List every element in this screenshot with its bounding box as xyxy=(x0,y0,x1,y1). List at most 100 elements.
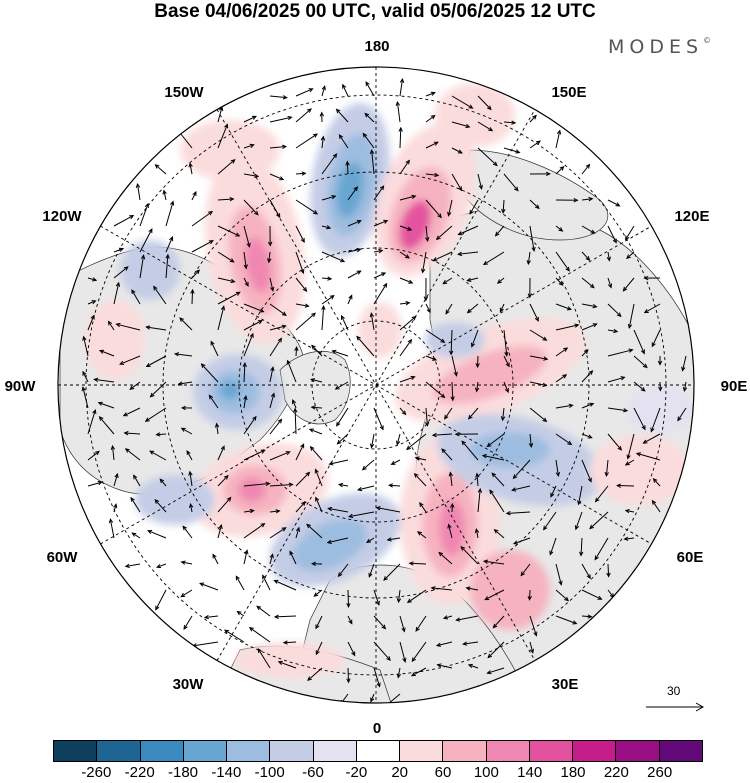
wind-vector-head xyxy=(82,370,87,376)
wind-vector xyxy=(243,225,250,247)
wind-vector-head xyxy=(585,163,591,169)
wind-vector-head xyxy=(396,440,401,446)
wind-vector xyxy=(224,629,245,643)
wind-vector-head xyxy=(341,314,345,320)
wind-vector xyxy=(555,225,563,232)
wind-vector-head xyxy=(277,660,283,665)
wind-vector-head xyxy=(589,524,594,530)
wind-vector xyxy=(581,277,595,288)
wind-vector-head xyxy=(493,528,499,534)
wind-vector-head xyxy=(260,522,266,528)
wind-vector-head xyxy=(643,309,649,314)
wind-vector-head xyxy=(408,561,414,566)
wind-vector xyxy=(477,95,492,110)
wind-vector-head xyxy=(92,277,98,282)
wind-vector-head xyxy=(369,312,375,318)
wind-vector-head xyxy=(179,317,184,322)
wind-vector xyxy=(477,173,483,189)
wind-vector xyxy=(451,95,473,109)
wind-vector-head xyxy=(515,149,521,154)
wind-vector-head xyxy=(267,241,273,247)
wind-vector xyxy=(145,407,167,422)
wind-vector xyxy=(550,485,557,497)
wind-vector xyxy=(347,270,361,279)
wind-vector-head xyxy=(188,162,193,168)
wind-vector xyxy=(175,353,193,357)
wind-vector xyxy=(617,485,635,487)
wind-vector xyxy=(366,537,375,543)
wind-vector xyxy=(625,225,635,240)
wind-vector xyxy=(484,589,505,601)
wind-vector xyxy=(99,416,115,435)
wind-vector xyxy=(113,215,134,227)
wind-vector-head xyxy=(295,526,301,532)
wind-vector xyxy=(607,589,614,598)
wind-vector xyxy=(153,286,167,305)
wind-vector-head xyxy=(149,450,155,455)
wind-vector xyxy=(309,428,323,435)
wind-vector-head xyxy=(395,100,401,107)
wind-vector xyxy=(243,333,254,357)
wind-vector xyxy=(425,355,437,361)
wind-vector-head xyxy=(435,235,441,241)
wind-vector-head xyxy=(257,647,262,654)
wind-vector xyxy=(396,102,401,123)
wind-vector-head xyxy=(369,443,375,449)
wind-vector-head xyxy=(177,381,183,386)
wind-vector-head xyxy=(406,598,412,604)
wind-vector-head xyxy=(529,648,535,654)
wind-vector-head xyxy=(592,323,598,328)
wind-vector xyxy=(469,199,479,215)
wind-vector-head xyxy=(97,480,103,486)
wind-vector xyxy=(321,86,326,97)
colorbar-tick-label: -60 xyxy=(302,764,324,781)
wind-vector-head xyxy=(224,123,229,129)
wind-vector xyxy=(555,433,572,445)
wind-vector xyxy=(387,537,401,541)
wind-vector xyxy=(581,225,595,234)
wind-vector xyxy=(436,641,453,647)
wind-vector-head xyxy=(203,614,209,620)
wind-vector-head xyxy=(382,282,388,288)
wind-vector xyxy=(653,478,661,487)
wind-vector-head xyxy=(453,371,458,377)
colorbar-tick-label: -260 xyxy=(81,764,112,781)
wind-vector xyxy=(396,433,401,445)
wind-vector-head xyxy=(82,335,87,341)
wind-vector xyxy=(399,195,416,201)
wind-vector-head xyxy=(606,256,611,262)
wind-vector-head xyxy=(652,477,658,483)
wind-vector-head xyxy=(229,197,235,202)
wind-vector xyxy=(362,459,375,471)
wind-vector xyxy=(357,485,375,491)
wind-vector-head xyxy=(308,88,314,93)
wind-vector xyxy=(243,303,264,313)
wind-vector-head xyxy=(375,506,381,511)
wind-vector-head xyxy=(145,325,151,330)
colorbar-cell xyxy=(140,741,184,761)
wind-vector xyxy=(130,497,141,513)
wind-vector xyxy=(191,269,200,279)
wind-vector xyxy=(306,524,323,539)
colorbar-tick-label: 20 xyxy=(391,764,408,781)
wind-vector xyxy=(425,381,445,398)
wind-vector-head xyxy=(579,551,584,557)
wind-vector-head xyxy=(402,657,407,663)
wind-vector xyxy=(451,147,463,154)
wind-vector xyxy=(109,519,115,539)
wind-vector xyxy=(419,502,427,513)
wind-vector xyxy=(682,355,687,371)
wind-vector-head xyxy=(90,314,95,320)
wind-vector-head xyxy=(405,301,411,306)
wind-vector-head xyxy=(336,421,341,427)
wind-vector xyxy=(373,667,381,687)
wind-vector-head xyxy=(628,348,634,353)
wind-vector-head xyxy=(616,312,622,318)
wind-vector-head xyxy=(94,450,100,456)
wind-vector-head xyxy=(565,266,570,272)
wind-vector xyxy=(425,407,428,426)
wind-vector-head xyxy=(499,307,504,313)
wind-vector xyxy=(373,641,391,661)
wind-vector xyxy=(243,523,265,539)
wind-vector xyxy=(625,459,635,466)
